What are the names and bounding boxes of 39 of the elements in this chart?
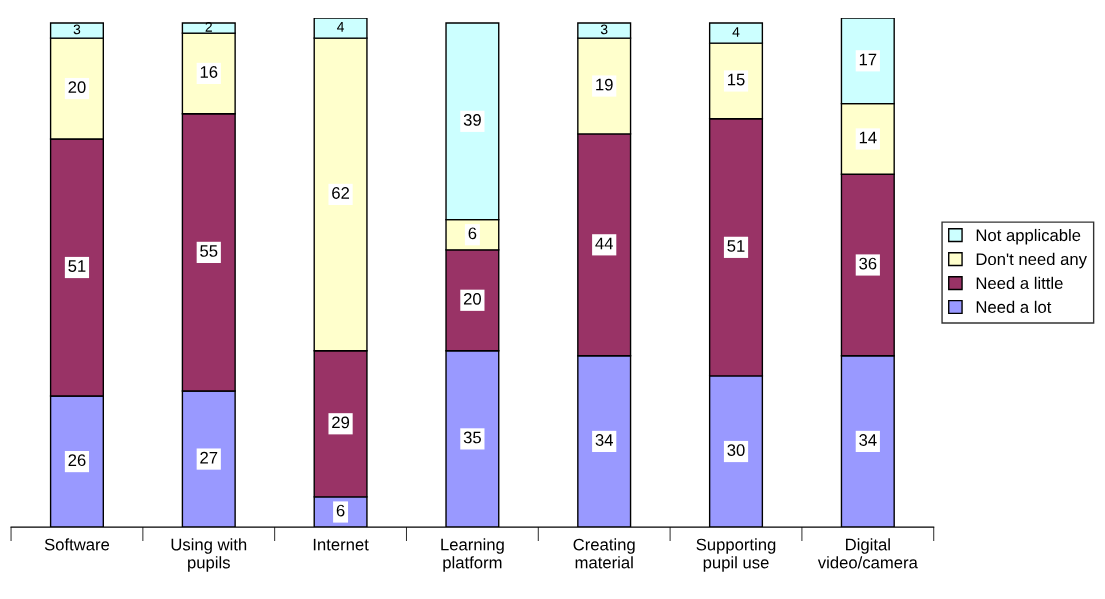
data-label: 20 — [68, 81, 86, 94]
data-label: 17 — [859, 53, 877, 66]
data-label: 44 — [595, 237, 613, 250]
data-label: 2 — [205, 21, 212, 32]
x-tick-label: Internet — [313, 538, 369, 551]
legend-label: Need a little — [976, 276, 1063, 290]
data-label: 3 — [600, 24, 608, 35]
x-tick-label: Creating material — [573, 538, 635, 569]
data-label: 4 — [337, 22, 345, 32]
data-label: 35 — [463, 431, 481, 444]
data-label: 19 — [596, 78, 613, 91]
data-label: 62 — [332, 187, 350, 199]
data-label: 26 — [68, 454, 86, 467]
data-label: 20 — [463, 292, 482, 305]
x-tick-label: Learning platform — [441, 538, 504, 572]
data-label: 15 — [728, 73, 745, 86]
data-label: 6 — [468, 227, 477, 240]
data-label: 36 — [859, 257, 877, 270]
data-label: 27 — [200, 451, 218, 464]
data-label: 34 — [859, 434, 877, 446]
data-label: 30 — [727, 444, 745, 456]
x-tick-label: Using with pupils — [171, 538, 247, 572]
data-label: 51 — [68, 260, 86, 272]
legend-label: Not applicable — [976, 228, 1081, 245]
legend-label: Need a lot — [976, 300, 1052, 313]
data-label: 16 — [200, 66, 218, 78]
x-tick-label: Digital video/camera — [817, 538, 918, 569]
legend-label: Don't need any — [976, 252, 1087, 269]
data-label: 3 — [73, 24, 81, 35]
data-label: 51 — [727, 240, 745, 252]
x-tick-label: Software — [44, 538, 110, 551]
data-label: 55 — [200, 245, 218, 257]
x-tick-label: Supporting pupil use — [696, 538, 776, 572]
data-label: 14 — [859, 131, 877, 144]
data-label: 39 — [463, 113, 481, 126]
data-label: 34 — [595, 434, 613, 446]
data-label: 29 — [332, 416, 350, 429]
data-label: 6 — [336, 504, 345, 517]
data-label: 4 — [732, 27, 740, 37]
